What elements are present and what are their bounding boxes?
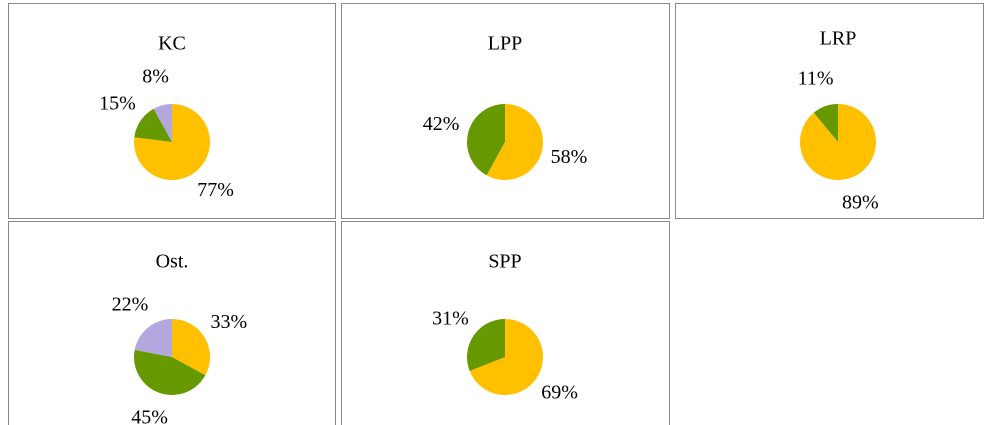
panel-frame — [341, 221, 670, 425]
data-label: 45% — [131, 407, 168, 425]
data-label: 15% — [99, 92, 136, 114]
data-label: 8% — [142, 66, 169, 88]
pie-slice — [153, 104, 172, 142]
pie-slice — [172, 319, 210, 376]
data-label: 31% — [432, 307, 469, 329]
data-label: 42% — [423, 113, 460, 135]
data-label: 11% — [798, 67, 834, 89]
data-label: 89% — [842, 192, 879, 214]
panel-frame — [341, 3, 670, 219]
pie-slice — [486, 104, 543, 180]
pie-slice — [469, 319, 543, 396]
panel-frame — [675, 3, 984, 219]
data-label: 77% — [197, 179, 234, 201]
pie-slice — [134, 319, 172, 357]
chart-title: LPP — [488, 33, 522, 55]
data-label: 58% — [551, 146, 588, 168]
chart-title: SPP — [488, 251, 521, 273]
chart-title: Ost. — [156, 251, 189, 273]
pie-slice — [800, 104, 877, 181]
data-label: 22% — [112, 294, 149, 316]
pie-slice — [134, 108, 172, 142]
pie-slice — [813, 104, 838, 142]
data-label: 69% — [541, 382, 578, 404]
pie-slice — [467, 104, 505, 176]
chart-title: LRP — [820, 28, 857, 50]
pie-slice — [133, 349, 206, 396]
chart-title: KC — [158, 33, 186, 55]
panel-frame — [8, 3, 336, 219]
pie-slice — [467, 319, 505, 371]
data-label: 33% — [210, 311, 247, 333]
panel-frame — [8, 221, 336, 425]
